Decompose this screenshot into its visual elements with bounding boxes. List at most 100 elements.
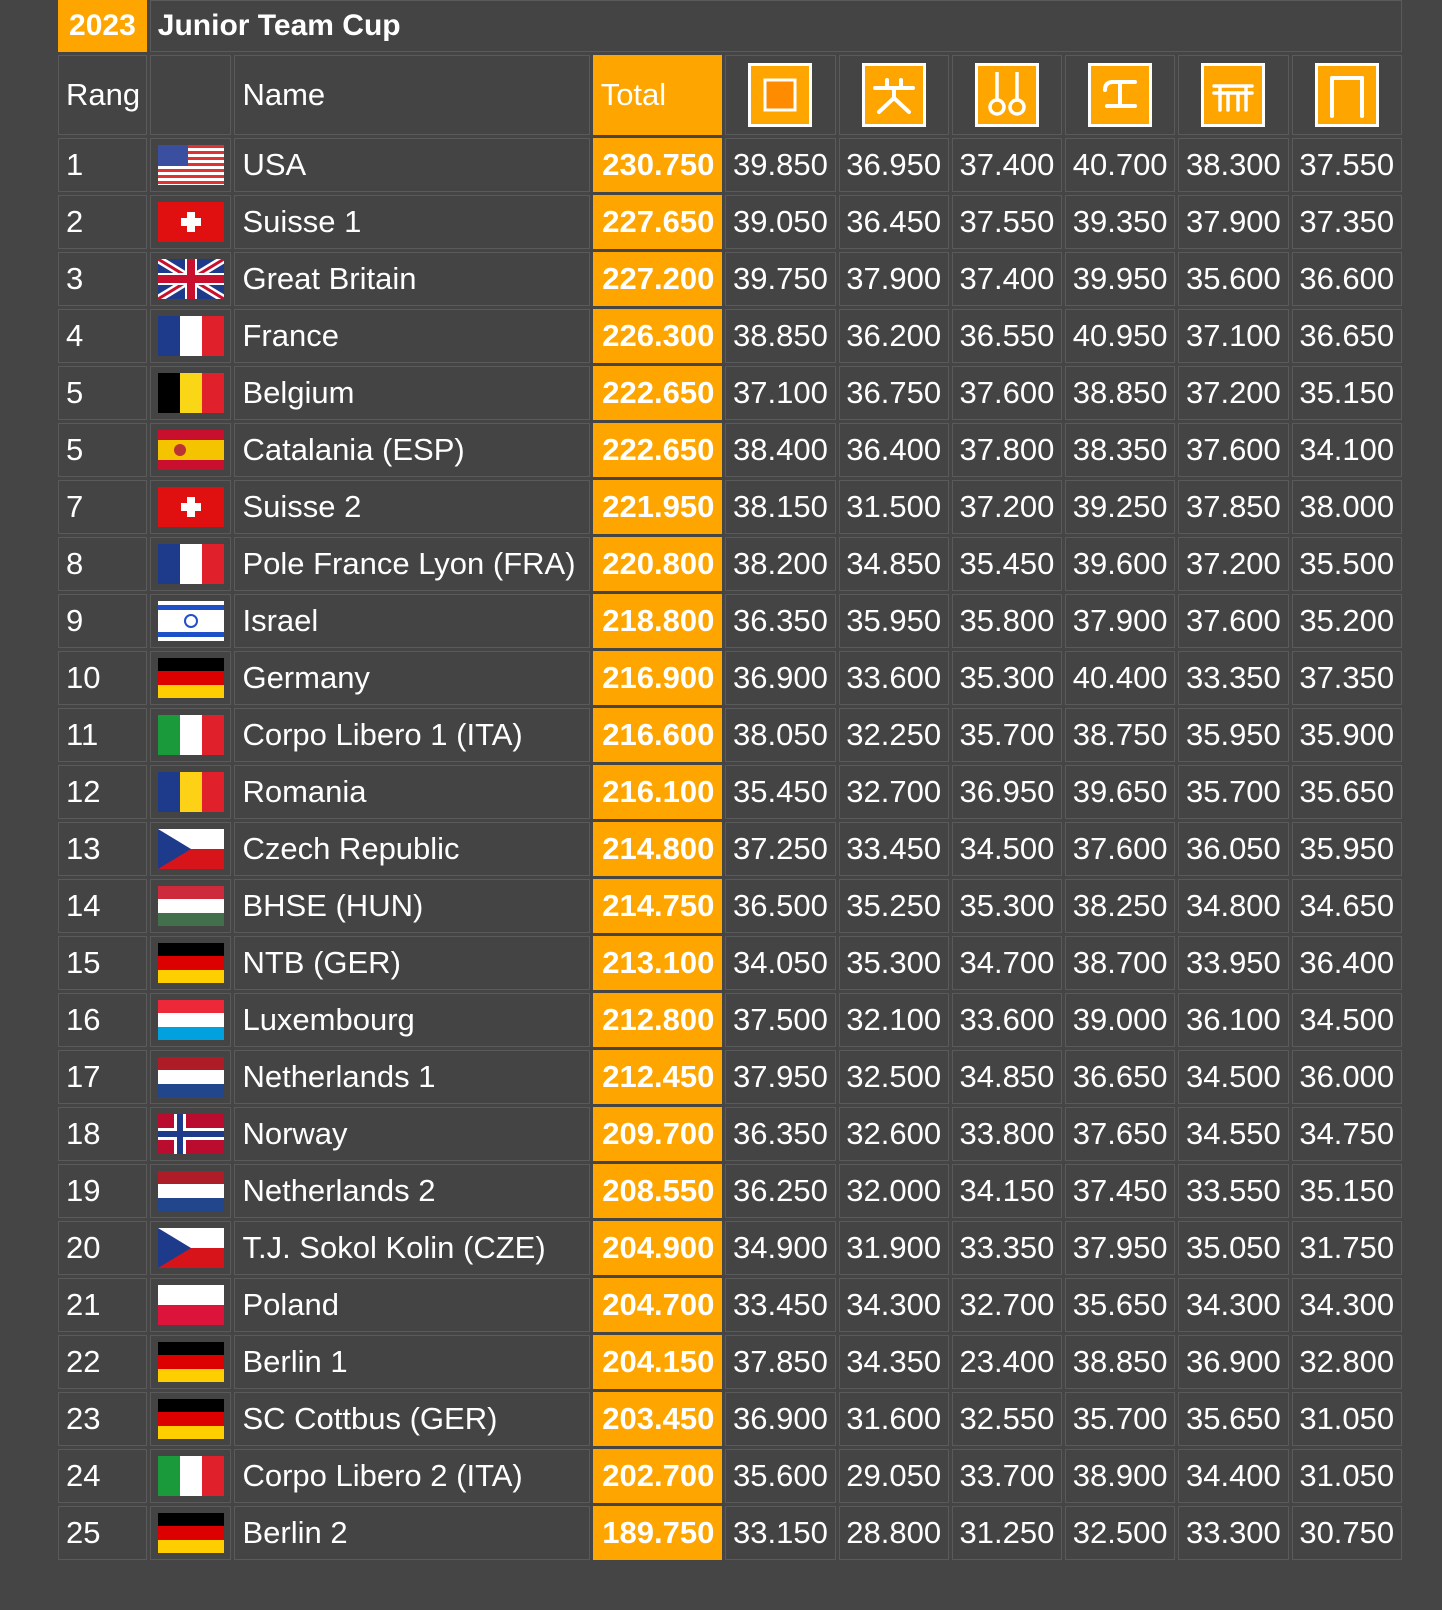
apparatus-score-cell: 34.900 <box>725 1221 836 1275</box>
total-score-cell: 230.750 <box>592 138 723 192</box>
flag-cell <box>149 138 232 192</box>
luxembourg-flag-icon <box>157 1000 224 1040</box>
apparatus-score-cell: 38.900 <box>1065 1449 1176 1503</box>
results-table-container: 2023 Junior Team Cup Rang Name Total 1 US… <box>58 0 1408 1563</box>
apparatus-score-cell: 37.400 <box>951 138 1063 192</box>
team-name-cell: Corpo Libero 1 (ITA) <box>234 708 590 762</box>
apparatus-score-cell: 35.450 <box>951 537 1063 591</box>
flag-cell <box>149 1107 232 1161</box>
usa-flag-icon <box>157 145 224 185</box>
rank-cell: 4 <box>58 309 147 363</box>
column-header-name: Name <box>234 55 590 135</box>
column-header-rank: Rang <box>58 55 147 135</box>
france-flag-icon <box>157 544 224 584</box>
total-score-cell: 227.650 <box>592 195 723 249</box>
apparatus-score-cell: 35.050 <box>1178 1221 1289 1275</box>
column-header-total: Total <box>592 55 723 135</box>
table-row: 24 Corpo Libero 2 (ITA) 202.700 35.600 29.05… <box>58 1449 1402 1503</box>
year-badge: 2023 <box>58 0 147 52</box>
rank-cell: 14 <box>58 879 147 933</box>
apparatus-score-cell: 35.700 <box>1065 1392 1176 1446</box>
apparatus-score-cell: 36.500 <box>725 879 836 933</box>
apparatus-score-cell: 33.450 <box>838 822 949 876</box>
apparatus-score-cell: 32.600 <box>838 1107 949 1161</box>
rank-cell: 16 <box>58 993 147 1047</box>
team-name-cell: Norway <box>234 1107 590 1161</box>
apparatus-score-cell: 35.950 <box>1178 708 1289 762</box>
apparatus-score-cell: 38.300 <box>1178 138 1289 192</box>
flag-cell <box>149 423 232 477</box>
apparatus-score-cell: 36.650 <box>1065 1050 1176 1104</box>
apparatus-score-cell: 37.200 <box>1178 366 1289 420</box>
results-table: 2023 Junior Team Cup Rang Name Total 1 US… <box>55 0 1405 1563</box>
team-name-cell: Berlin 1 <box>234 1335 590 1389</box>
apparatus-score-cell: 23.400 <box>951 1335 1063 1389</box>
column-header-parallel-bars <box>1178 55 1289 135</box>
apparatus-score-cell: 36.900 <box>725 651 836 705</box>
apparatus-score-cell: 40.400 <box>1065 651 1176 705</box>
apparatus-score-cell: 37.850 <box>725 1335 836 1389</box>
team-name-cell: Poland <box>234 1278 590 1332</box>
apparatus-score-cell: 34.650 <box>1291 879 1402 933</box>
apparatus-score-cell: 37.400 <box>951 252 1063 306</box>
apparatus-score-cell: 37.550 <box>951 195 1063 249</box>
apparatus-score-cell: 35.150 <box>1291 1164 1402 1218</box>
column-header-flag <box>149 55 232 135</box>
apparatus-score-cell: 33.600 <box>951 993 1063 1047</box>
apparatus-score-cell: 35.650 <box>1065 1278 1176 1332</box>
apparatus-score-cell: 36.050 <box>1178 822 1289 876</box>
team-name-cell: Catalania (ESP) <box>234 423 590 477</box>
apparatus-score-cell: 33.450 <box>725 1278 836 1332</box>
apparatus-score-cell: 36.950 <box>951 765 1063 819</box>
apparatus-score-cell: 37.350 <box>1291 195 1402 249</box>
rank-cell: 19 <box>58 1164 147 1218</box>
apparatus-score-cell: 33.600 <box>838 651 949 705</box>
team-name-cell: Suisse 2 <box>234 480 590 534</box>
rings-icon <box>974 63 1039 127</box>
flag-cell <box>149 993 232 1047</box>
apparatus-score-cell: 37.600 <box>1065 822 1176 876</box>
total-score-cell: 214.800 <box>592 822 723 876</box>
team-name-cell: T.J. Sokol Kolin (CZE) <box>234 1221 590 1275</box>
apparatus-score-cell: 38.050 <box>725 708 836 762</box>
table-row: 13 Czech Republic 214.800 37.250 33.450 34.50… <box>58 822 1402 876</box>
total-score-cell: 204.700 <box>592 1278 723 1332</box>
apparatus-score-cell: 39.600 <box>1065 537 1176 591</box>
romania-flag-icon <box>157 772 224 812</box>
apparatus-score-cell: 36.750 <box>838 366 949 420</box>
apparatus-score-cell: 31.600 <box>838 1392 949 1446</box>
flag-cell <box>149 651 232 705</box>
rank-cell: 20 <box>58 1221 147 1275</box>
rank-cell: 25 <box>58 1506 147 1560</box>
table-row: 3 Great Britain 227.200 39.750 37.900 37.400 3… <box>58 252 1402 306</box>
rank-cell: 1 <box>58 138 147 192</box>
rank-cell: 11 <box>58 708 147 762</box>
rank-cell: 15 <box>58 936 147 990</box>
apparatus-score-cell: 36.900 <box>725 1392 836 1446</box>
team-name-cell: Suisse 1 <box>234 195 590 249</box>
rank-cell: 7 <box>58 480 147 534</box>
team-name-cell: France <box>234 309 590 363</box>
flag-cell <box>149 879 232 933</box>
rank-cell: 23 <box>58 1392 147 1446</box>
column-header-pommel-horse <box>838 55 949 135</box>
apparatus-score-cell: 34.300 <box>1178 1278 1289 1332</box>
total-score-cell: 216.900 <box>592 651 723 705</box>
apparatus-score-cell: 34.500 <box>1291 993 1402 1047</box>
flag-cell <box>149 480 232 534</box>
spain-flag-icon <box>157 430 224 470</box>
total-score-cell: 214.750 <box>592 879 723 933</box>
column-header-rings <box>951 55 1063 135</box>
rank-cell: 5 <box>58 423 147 477</box>
team-name-cell: Corpo Libero 2 (ITA) <box>234 1449 590 1503</box>
apparatus-score-cell: 37.200 <box>1178 537 1289 591</box>
flag-cell <box>149 1050 232 1104</box>
rank-cell: 8 <box>58 537 147 591</box>
total-score-cell: 189.750 <box>592 1506 723 1560</box>
team-name-cell: Germany <box>234 651 590 705</box>
table-row: 19 Netherlands 2 208.550 36.250 32.000 34.150… <box>58 1164 1402 1218</box>
apparatus-score-cell: 38.000 <box>1291 480 1402 534</box>
apparatus-score-cell: 37.350 <box>1291 651 1402 705</box>
total-score-cell: 226.300 <box>592 309 723 363</box>
norway-flag-icon <box>157 1114 224 1154</box>
